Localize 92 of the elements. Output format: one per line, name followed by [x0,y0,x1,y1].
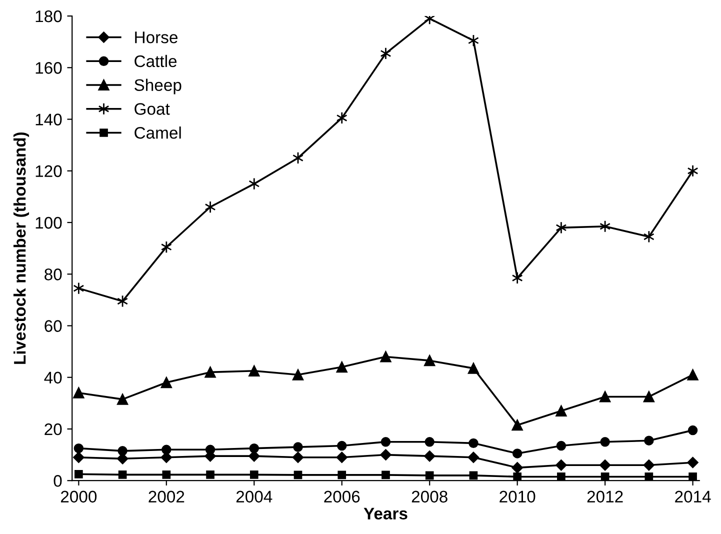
x-axis-title: Years [364,508,408,520]
point [205,444,216,454]
point [336,452,348,463]
point [249,443,259,454]
point [73,282,84,295]
point [556,405,567,416]
point [380,351,392,362]
point [292,369,304,380]
legend-label: Horse [135,32,178,44]
y-tick-label: 120 [36,165,62,178]
x-tick-label: 2008 [412,490,448,503]
y-tick-label: 20 [44,423,62,436]
legend-label: Sheep [134,78,182,94]
point [643,460,655,471]
point [248,178,260,190]
point [294,470,302,480]
point [513,472,522,481]
point [74,470,83,478]
y-tick-label: 100 [36,216,62,229]
point [687,456,698,468]
point [380,449,392,460]
point [160,240,172,254]
point [600,391,611,402]
point [118,470,127,479]
point [512,448,522,458]
x-tick-label: 2010 [500,490,536,503]
point [380,47,392,60]
x-tick-label: 2006 [324,490,360,503]
point [600,472,610,481]
point [425,471,434,480]
point [556,460,567,471]
point [250,470,258,479]
y-tick-label: 40 [44,372,62,384]
y-tick-label: 80 [44,268,62,280]
legend-label: Cattle [134,54,177,68]
point [118,446,128,456]
y-tick-label: 0 [54,475,62,487]
point [600,437,610,447]
point [688,425,698,436]
point [160,376,172,388]
point [293,442,303,452]
point [468,438,478,448]
point [337,440,347,451]
point [469,471,478,480]
y-tick-label: 160 [36,62,62,74]
point [338,470,346,480]
x-tick-label: 2012 [587,490,623,503]
x-tick-label: 2000 [60,490,97,503]
y-axis-title: Livestock number (thousand) [13,132,30,364]
point [162,470,171,479]
point [687,369,698,380]
x-tick-label: 2014 [675,490,711,503]
point [336,112,348,124]
point [468,452,480,463]
point [382,470,390,480]
point [599,460,611,471]
legend-label: Camel [134,126,181,139]
x-tick-label: 2002 [148,490,184,503]
x-tick-label: 2004 [236,490,272,503]
point [600,220,611,233]
legend-label: Goat [134,103,170,115]
point [292,452,304,463]
point [687,164,698,178]
point [248,365,260,376]
point [512,462,523,474]
y-tick-label: 60 [44,320,62,332]
point [73,452,84,463]
point [116,394,128,405]
point [688,472,697,481]
point [206,470,214,479]
point [643,391,654,402]
point [74,443,84,454]
point [512,272,523,284]
point [204,200,216,214]
point [556,440,566,451]
point [557,472,566,481]
point [380,437,391,447]
point [643,230,654,243]
point [162,444,172,454]
point [424,437,434,447]
point [204,366,216,378]
point [424,450,436,462]
point [644,436,654,446]
point [644,472,654,481]
point [424,355,436,366]
y-tick-label: 180 [36,10,62,22]
point [468,362,480,374]
point [73,387,84,398]
point [512,420,523,431]
point [336,361,348,373]
point [556,221,567,234]
y-tick-label: 140 [36,114,62,126]
